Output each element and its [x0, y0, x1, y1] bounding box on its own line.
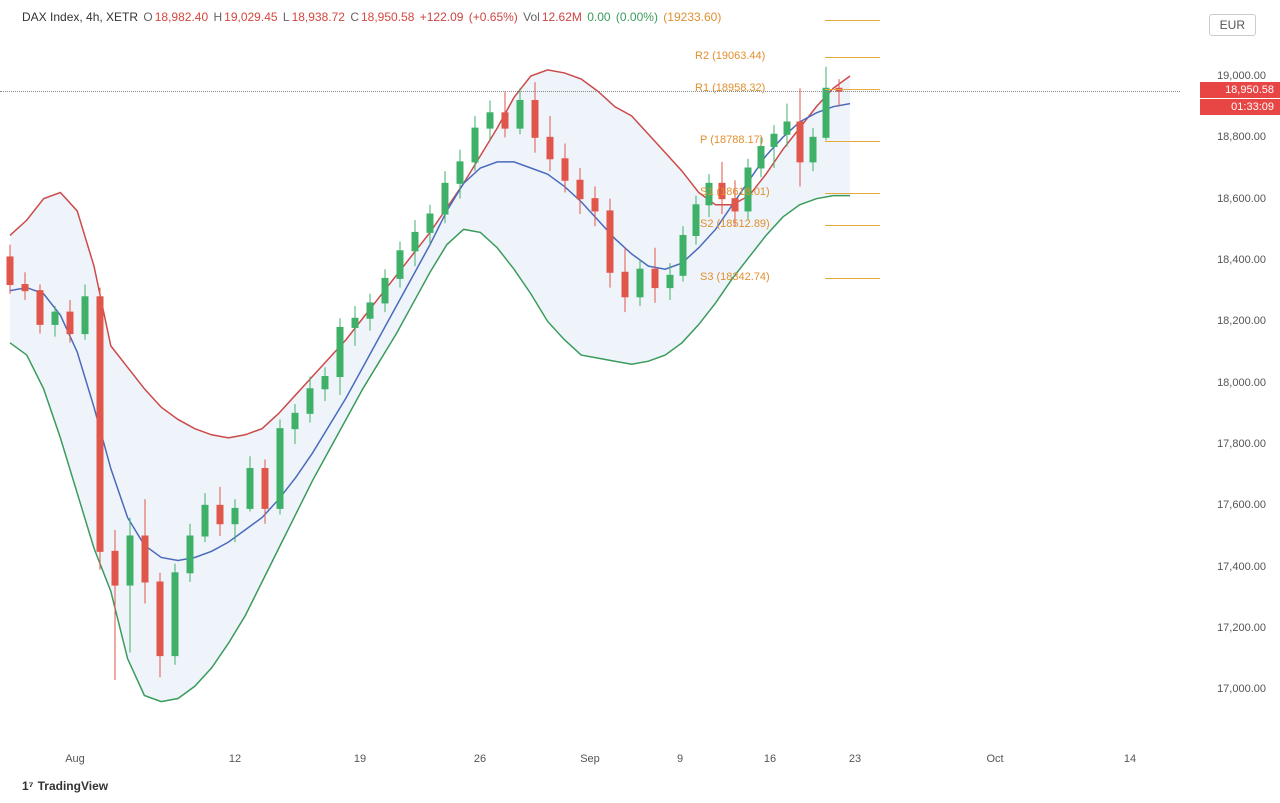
y-tick: 18,800.00 [1217, 131, 1266, 143]
pivot-line-s3 [825, 278, 880, 279]
pivot-line-s2 [825, 225, 880, 226]
vol-zero: 0.00 [587, 10, 610, 24]
change-value: +122.09 [420, 10, 464, 24]
change-pct: (+0.65%) [469, 10, 518, 24]
tradingview-brand[interactable]: 1⁷ TradingView [22, 779, 108, 793]
close-label: C [350, 10, 359, 24]
y-tick: 17,400.00 [1217, 561, 1266, 573]
x-tick: 23 [849, 753, 861, 765]
open-label: O [143, 10, 152, 24]
x-tick: Sep [580, 753, 600, 765]
x-tick: Oct [986, 753, 1003, 765]
chart-header: DAX Index, 4h, XETR O18,982.40 H19,029.4… [22, 10, 723, 24]
pivot-label-s2: S2 (18512.89) [700, 218, 770, 230]
x-tick: 14 [1124, 753, 1136, 765]
low-label: L [283, 10, 290, 24]
vol-label: Vol [523, 10, 540, 24]
open-value: 18,982.40 [155, 10, 208, 24]
y-tick: 18,200.00 [1217, 315, 1266, 327]
vol-zero-pct: (0.00%) [616, 10, 658, 24]
x-tick: 26 [474, 753, 486, 765]
last-price-tag: 18,950.58 [1200, 82, 1280, 98]
x-tick: 12 [229, 753, 241, 765]
pivot-line-r1 [825, 89, 880, 90]
vol-value: 12.62M [542, 10, 582, 24]
y-tick: 17,200.00 [1217, 622, 1266, 634]
close-value: 18,950.58 [361, 10, 414, 24]
y-tick: 17,800.00 [1217, 438, 1266, 450]
y-tick: 18,600.00 [1217, 193, 1266, 205]
y-tick: 17,000.00 [1217, 683, 1266, 695]
pivot-label-s1: S1 (18618.01) [700, 186, 770, 198]
plot-area[interactable]: R2 (19063.44)R1 (18958.32)P (18788.17)S1… [0, 0, 1180, 750]
chart-svg [0, 0, 1180, 750]
last-price-line [0, 91, 1180, 92]
x-tick: 9 [677, 753, 683, 765]
currency-badge[interactable]: EUR [1209, 14, 1256, 36]
pivot-r3-header: (19233.60) [663, 10, 721, 24]
brand-label: TradingView [38, 779, 108, 793]
y-tick: 18,000.00 [1217, 377, 1266, 389]
x-tick: 16 [764, 753, 776, 765]
pivot-line-r2 [825, 57, 880, 58]
pivot-label-r2: R2 (19063.44) [695, 50, 765, 62]
symbol: DAX Index, 4h, XETR [22, 10, 138, 24]
chart-container[interactable]: DAX Index, 4h, XETR O18,982.40 H19,029.4… [0, 0, 1280, 803]
pivot-line-p [825, 141, 880, 142]
pivot-line-r3 [825, 20, 880, 21]
y-tick: 18,400.00 [1217, 254, 1266, 266]
tradingview-icon: 1⁷ [22, 779, 34, 793]
high-value: 19,029.45 [224, 10, 277, 24]
pivot-line-s1 [825, 193, 880, 194]
pivot-label-s3: S3 (18342.74) [700, 271, 770, 283]
y-tick: 19,000.00 [1217, 70, 1266, 82]
countdown-tag: 01:33:09 [1200, 99, 1280, 115]
pivot-label-p: P (18788.17) [700, 134, 763, 146]
y-tick: 17,600.00 [1217, 499, 1266, 511]
y-axis[interactable]: 18,950.58 01:33:09 17,000.00 17,200.00 17,… [1180, 0, 1280, 750]
x-axis[interactable]: Aug 12 19 26 Sep 9 16 23 Oct 14 [0, 753, 1180, 773]
x-tick: 19 [354, 753, 366, 765]
high-label: H [213, 10, 222, 24]
low-value: 18,938.72 [292, 10, 345, 24]
x-tick: Aug [65, 753, 85, 765]
